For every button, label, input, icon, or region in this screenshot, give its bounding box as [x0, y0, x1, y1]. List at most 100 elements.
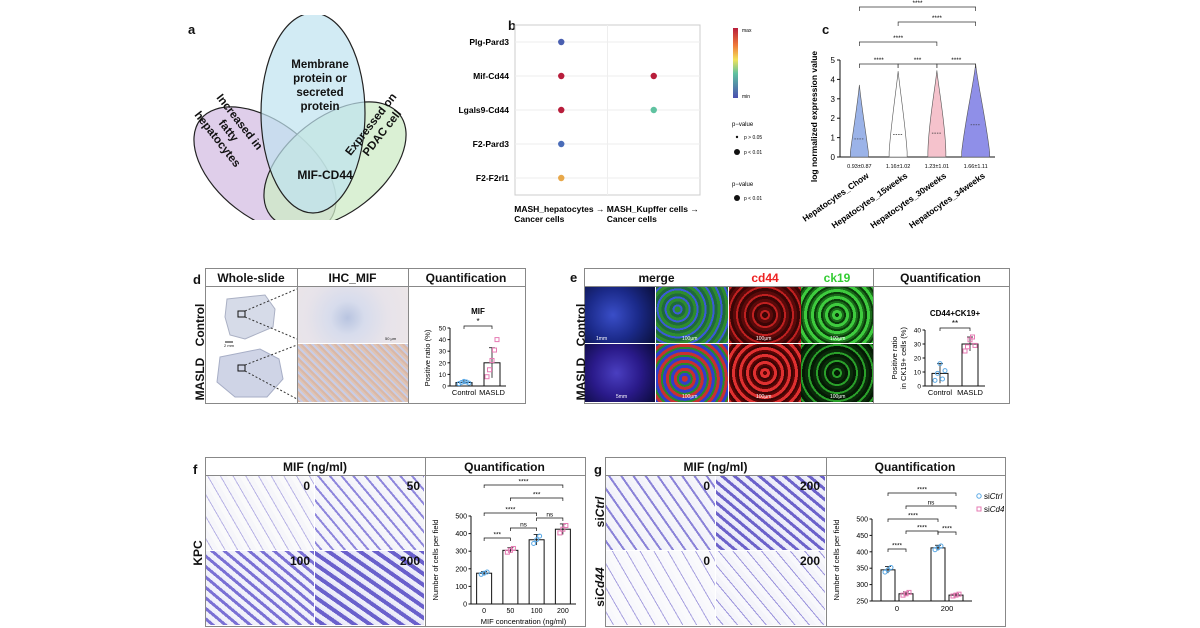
f-img-200	[315, 551, 424, 625]
c-ytick-label: 5	[831, 56, 836, 65]
bar-chart-d: 0 10 20 30 40 50 Control MASLD *MIF Positive rati…	[423, 307, 506, 397]
g-ytick-label: 300	[856, 582, 868, 589]
b-pval-title-2: p−value	[732, 182, 754, 188]
venn-intersection-label: MIF-CD44	[297, 168, 353, 182]
c-ytick-label: 2	[831, 114, 836, 123]
f-bar	[476, 572, 493, 605]
f-xlabel: MIF concentration (ng/ml)	[481, 617, 567, 626]
panel-d-frame	[205, 268, 526, 404]
c-ytick-label: 0	[831, 153, 836, 162]
e-merge-masld-low	[585, 344, 655, 402]
e-scale-ck19-control: 100μm	[830, 336, 846, 342]
f-header-quant: Quantification	[464, 460, 545, 474]
e-header-quant: Quantification	[900, 271, 981, 285]
chart-d-point	[494, 337, 500, 343]
f-ytick-label: 300	[455, 549, 467, 556]
c-sig-bracket	[897, 63, 938, 68]
e-scale-merge-masld: 100μm	[682, 394, 698, 400]
d-ihc-masld-image	[298, 344, 408, 402]
chart-e-sig-label: **	[952, 319, 958, 328]
g-point	[906, 589, 912, 595]
chart-d-sig-label: *	[476, 317, 479, 326]
b-color-max: max	[742, 28, 752, 34]
panel-f-frame	[205, 457, 586, 627]
c-violin	[927, 70, 947, 158]
f-img-label-100: 100	[289, 554, 310, 568]
f-row-kpc: KPC	[191, 540, 205, 566]
g-xtick-label: 0	[895, 604, 899, 613]
f-sig-label: ***	[493, 532, 501, 539]
venn-top-label: Membrane protein or secreted protein	[291, 59, 349, 113]
chart-e-point	[942, 368, 948, 374]
b-pval-dot-small	[735, 135, 739, 139]
f-point	[557, 530, 563, 536]
f-ytick-label: 400	[455, 531, 467, 538]
chart-e-point	[940, 376, 945, 382]
panel-c-label: c	[822, 22, 830, 37]
chart-e-xlabel: MASLD	[957, 388, 983, 397]
f-xtick-label: 0	[482, 608, 486, 615]
panel-g-label: g	[594, 462, 602, 477]
chart-d-point	[456, 381, 462, 387]
c-violin	[850, 84, 869, 158]
chart-e-point	[972, 342, 978, 348]
b-xlabel: MASH_hepatocytes → Cancer cells	[514, 204, 604, 224]
c-sig-label: ***	[914, 57, 922, 64]
g-legend-ctrl: siCtrl	[984, 492, 1002, 501]
g-point	[953, 592, 959, 598]
chart-d-title: MIF	[471, 307, 485, 316]
g-img-cd44-200	[716, 551, 825, 625]
g-sig-bracket	[887, 492, 957, 496]
chart-d-sig-bracket	[463, 325, 493, 329]
chart-e-point	[965, 344, 970, 350]
c-ytick-label: 3	[831, 95, 836, 104]
c-ytick-label: 4	[831, 75, 836, 84]
f-sig-label: ***	[533, 492, 541, 499]
b-pval-p3: p < 0.01	[744, 196, 762, 202]
g-ytick-label: 450	[856, 533, 868, 540]
panel-g-frame	[605, 457, 1006, 627]
f-sig-bracket	[510, 527, 537, 531]
e-scale-1mm: 1mm	[596, 336, 608, 342]
chart-d-point	[489, 357, 495, 363]
f-ytick-label: 100	[455, 584, 467, 591]
g-xtick-label: 200	[941, 604, 954, 613]
panel-e-label: e	[570, 270, 578, 285]
c-sig-bracket	[859, 63, 899, 68]
chart-d-point	[492, 347, 497, 353]
d-header-quant: Quantification	[425, 271, 507, 285]
c-sig-label: ****	[874, 57, 885, 64]
e-cd44-control	[729, 287, 801, 343]
g-img-cd44-0	[606, 551, 715, 625]
chart-d-ytick-label: 0	[442, 384, 446, 391]
g-point	[888, 565, 894, 571]
c-sig-label: ****	[893, 35, 904, 42]
f-bar	[502, 549, 519, 605]
f-point	[537, 533, 543, 539]
f-img-label-200: 200	[399, 554, 420, 568]
f-bar	[554, 528, 571, 605]
f-img-50	[315, 476, 424, 550]
g-ytick-label: 500	[856, 517, 868, 524]
g-row-sicd44: siCd44	[593, 567, 607, 607]
c-violin	[961, 63, 990, 158]
b-dot	[558, 140, 565, 148]
f-sig-label: ns	[546, 512, 554, 519]
e-merge-masld-high	[656, 344, 728, 402]
g-legend-marker-ctrl	[976, 493, 982, 499]
b-pval-dot-large-2	[734, 195, 740, 201]
b-ylabel: Lgals9-Cd44	[458, 105, 509, 115]
g-point	[938, 543, 944, 549]
e-scale-cd44-control: 100μm	[756, 336, 772, 342]
g-bar	[880, 569, 896, 602]
e-scale-5mm: 5mm	[616, 394, 628, 400]
e-ck19-control	[801, 287, 873, 343]
e-header-cd44: cd44	[751, 271, 779, 285]
g-row-sictrl: siCtrl	[593, 496, 607, 528]
e-scale-cd44-masld: 100μm	[756, 394, 772, 400]
chart-d-ytick-label: 30	[439, 349, 447, 356]
f-xtick-label: 100	[531, 608, 543, 615]
c-sig-label: ****	[951, 57, 962, 64]
chart-d-point	[461, 378, 467, 384]
